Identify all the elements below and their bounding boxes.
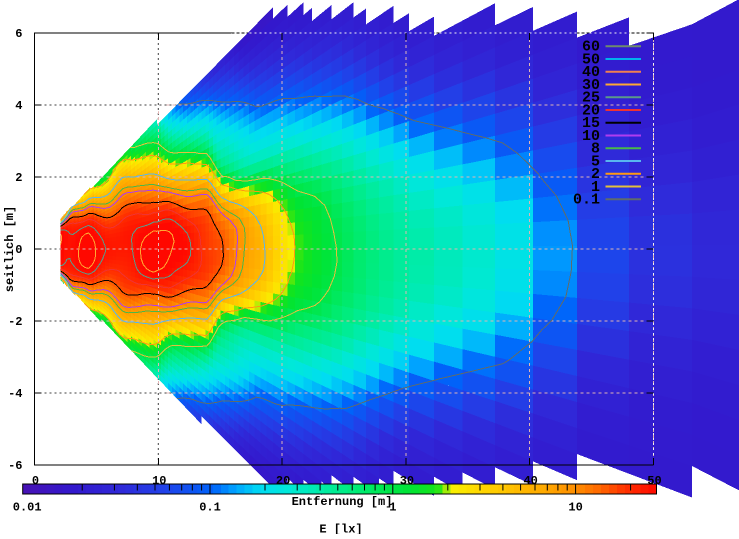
svg-text:0.01: 0.01 bbox=[13, 501, 42, 515]
svg-text:5: 5 bbox=[591, 153, 600, 170]
svg-text:40: 40 bbox=[523, 474, 537, 488]
svg-text:0: 0 bbox=[15, 243, 22, 257]
svg-text:8: 8 bbox=[591, 141, 600, 158]
svg-text:20: 20 bbox=[276, 474, 290, 488]
svg-text:0.1: 0.1 bbox=[573, 192, 600, 209]
svg-text:0: 0 bbox=[32, 474, 39, 488]
svg-text:20: 20 bbox=[582, 103, 600, 120]
svg-text:0.1: 0.1 bbox=[199, 501, 221, 515]
svg-text:1: 1 bbox=[591, 179, 600, 196]
svg-text:60: 60 bbox=[582, 39, 600, 56]
svg-text:40: 40 bbox=[582, 64, 600, 81]
svg-text:2: 2 bbox=[15, 171, 22, 185]
svg-text:15: 15 bbox=[582, 115, 600, 132]
svg-text:10: 10 bbox=[568, 501, 582, 515]
svg-text:1: 1 bbox=[389, 501, 396, 515]
svg-text:-4: -4 bbox=[8, 387, 22, 401]
svg-text:4: 4 bbox=[15, 99, 22, 113]
svg-text:E [lx]: E [lx] bbox=[319, 523, 362, 535]
svg-text:-6: -6 bbox=[8, 459, 22, 473]
svg-text:Entfernung [m]: Entfernung [m] bbox=[292, 495, 393, 509]
svg-text:-2: -2 bbox=[8, 315, 22, 329]
svg-text:30: 30 bbox=[582, 77, 600, 94]
svg-text:50: 50 bbox=[647, 474, 661, 488]
svg-text:50: 50 bbox=[582, 52, 600, 69]
svg-text:seitlich [m]: seitlich [m] bbox=[3, 206, 17, 292]
svg-text:30: 30 bbox=[400, 474, 414, 488]
svg-text:10: 10 bbox=[152, 474, 166, 488]
svg-text:25: 25 bbox=[582, 90, 600, 107]
svg-text:2: 2 bbox=[591, 166, 600, 183]
svg-text:10: 10 bbox=[582, 128, 600, 145]
svg-text:6: 6 bbox=[15, 27, 22, 41]
